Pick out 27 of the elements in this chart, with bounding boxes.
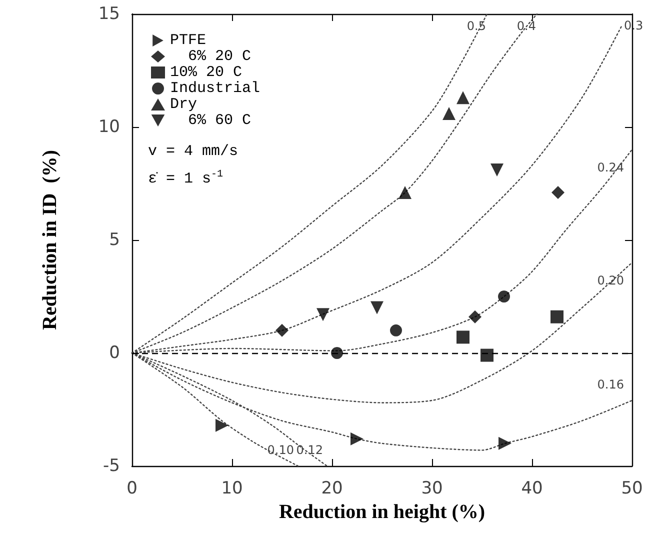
x-tick-label: 20	[321, 478, 343, 498]
series-label: 0.12	[296, 443, 323, 457]
x-tick-label: 30	[421, 478, 443, 498]
series-label: 0.5	[466, 19, 486, 33]
series-label: 0.24	[597, 160, 624, 175]
annotation: v = 4 mm/s	[148, 143, 238, 160]
x-tick-label: 10	[221, 478, 243, 498]
x-tick-label: 50	[621, 478, 643, 498]
series-label: 0.16	[597, 377, 624, 392]
y-tick-label: -5	[103, 456, 120, 476]
legend-label: Dry	[170, 96, 198, 113]
legend-label: PTFE	[170, 32, 206, 49]
series-label: 0.4	[516, 19, 536, 33]
x-tick-label: 40	[521, 478, 543, 498]
y-tick-label: 0	[109, 343, 120, 363]
legend-label: 6% 60 C	[170, 112, 252, 129]
series-label: 0.10	[267, 443, 294, 457]
series-label: 0.20	[597, 274, 624, 288]
legend-label: Industrial	[170, 80, 260, 97]
x-tick-label: 0	[126, 478, 138, 498]
legend-label: 10% 20 C	[170, 64, 242, 81]
y-tick-label: 15	[98, 4, 120, 24]
y-tick-label: 5	[109, 230, 120, 250]
x-axis-title: Reduction in height (%)	[278, 500, 486, 523]
legend-label: 6% 20 C	[170, 48, 252, 65]
y-tick-label: 10	[98, 117, 120, 137]
y-axis-title: Reduction in ID (%)	[39, 150, 61, 330]
